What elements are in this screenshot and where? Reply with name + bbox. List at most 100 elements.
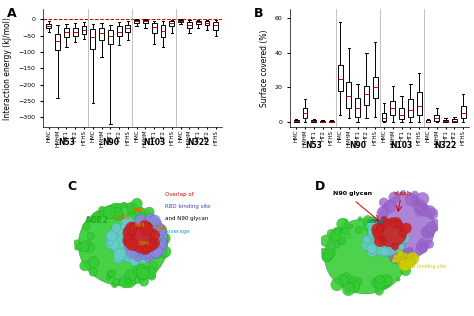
Text: N90: N90	[349, 141, 366, 150]
Ellipse shape	[379, 227, 388, 235]
Ellipse shape	[356, 226, 363, 234]
Ellipse shape	[136, 271, 145, 280]
Ellipse shape	[363, 216, 373, 225]
Ellipse shape	[381, 278, 389, 287]
Ellipse shape	[339, 240, 343, 244]
Ellipse shape	[407, 261, 411, 265]
Ellipse shape	[139, 253, 143, 257]
Ellipse shape	[376, 221, 384, 230]
Ellipse shape	[376, 223, 385, 232]
Ellipse shape	[152, 218, 159, 225]
Ellipse shape	[327, 255, 332, 261]
Ellipse shape	[389, 192, 400, 203]
Ellipse shape	[130, 257, 139, 266]
Ellipse shape	[374, 221, 385, 232]
Ellipse shape	[371, 224, 382, 235]
Ellipse shape	[125, 234, 134, 243]
Ellipse shape	[395, 253, 407, 265]
Text: and N90 glycan: and N90 glycan	[165, 216, 209, 222]
Ellipse shape	[92, 218, 96, 222]
Ellipse shape	[383, 245, 392, 254]
PathPatch shape	[373, 77, 378, 98]
Ellipse shape	[363, 220, 374, 231]
Ellipse shape	[129, 243, 137, 250]
Ellipse shape	[381, 220, 389, 228]
Ellipse shape	[123, 227, 136, 239]
Ellipse shape	[147, 237, 160, 249]
PathPatch shape	[91, 29, 95, 49]
Ellipse shape	[125, 258, 129, 262]
Ellipse shape	[399, 258, 411, 270]
Ellipse shape	[416, 192, 429, 205]
PathPatch shape	[134, 20, 139, 22]
Ellipse shape	[128, 225, 156, 253]
Ellipse shape	[150, 215, 160, 226]
Ellipse shape	[378, 276, 391, 289]
Ellipse shape	[322, 252, 332, 262]
Text: D90: D90	[138, 240, 149, 246]
Ellipse shape	[372, 278, 382, 288]
Text: ACE2: ACE2	[333, 234, 353, 240]
Ellipse shape	[108, 229, 117, 239]
Ellipse shape	[99, 211, 104, 216]
PathPatch shape	[391, 101, 395, 115]
Ellipse shape	[134, 254, 142, 262]
Ellipse shape	[135, 214, 146, 224]
Ellipse shape	[134, 210, 140, 216]
Ellipse shape	[392, 243, 399, 250]
Ellipse shape	[128, 225, 134, 230]
Text: RBD: RBD	[421, 210, 437, 216]
Ellipse shape	[143, 245, 150, 252]
Y-axis label: Interaction energy (kJ/mol): Interaction energy (kJ/mol)	[3, 17, 12, 120]
Ellipse shape	[367, 221, 404, 256]
Ellipse shape	[155, 220, 162, 226]
Ellipse shape	[158, 239, 167, 248]
Ellipse shape	[139, 243, 151, 255]
Ellipse shape	[399, 258, 411, 271]
PathPatch shape	[364, 86, 369, 105]
Ellipse shape	[354, 278, 362, 286]
Ellipse shape	[85, 243, 95, 252]
Ellipse shape	[124, 239, 132, 246]
Text: D: D	[315, 180, 325, 193]
PathPatch shape	[73, 28, 78, 36]
Ellipse shape	[401, 265, 411, 276]
Ellipse shape	[337, 274, 348, 285]
Ellipse shape	[155, 240, 162, 247]
Ellipse shape	[147, 227, 158, 237]
PathPatch shape	[426, 120, 430, 122]
Ellipse shape	[141, 254, 145, 258]
PathPatch shape	[346, 82, 351, 108]
Ellipse shape	[369, 249, 374, 254]
Ellipse shape	[327, 229, 336, 238]
Ellipse shape	[419, 239, 425, 244]
Ellipse shape	[160, 238, 166, 245]
Ellipse shape	[421, 209, 429, 216]
Ellipse shape	[113, 253, 123, 264]
Ellipse shape	[342, 283, 355, 296]
Ellipse shape	[368, 225, 381, 238]
Ellipse shape	[379, 238, 384, 243]
Ellipse shape	[152, 241, 156, 246]
Ellipse shape	[156, 249, 163, 255]
Ellipse shape	[139, 220, 150, 231]
PathPatch shape	[443, 120, 448, 122]
Ellipse shape	[155, 223, 164, 231]
Ellipse shape	[89, 268, 97, 276]
PathPatch shape	[46, 24, 51, 28]
PathPatch shape	[178, 20, 183, 21]
Ellipse shape	[138, 225, 144, 231]
Ellipse shape	[106, 231, 118, 242]
PathPatch shape	[417, 93, 421, 115]
Ellipse shape	[362, 235, 372, 245]
Ellipse shape	[111, 282, 118, 288]
Ellipse shape	[413, 200, 425, 212]
Ellipse shape	[145, 241, 156, 252]
Ellipse shape	[106, 276, 110, 280]
PathPatch shape	[434, 115, 439, 121]
Ellipse shape	[418, 205, 426, 214]
Ellipse shape	[103, 206, 116, 219]
Ellipse shape	[146, 221, 153, 228]
Ellipse shape	[80, 261, 90, 271]
Ellipse shape	[125, 278, 130, 283]
